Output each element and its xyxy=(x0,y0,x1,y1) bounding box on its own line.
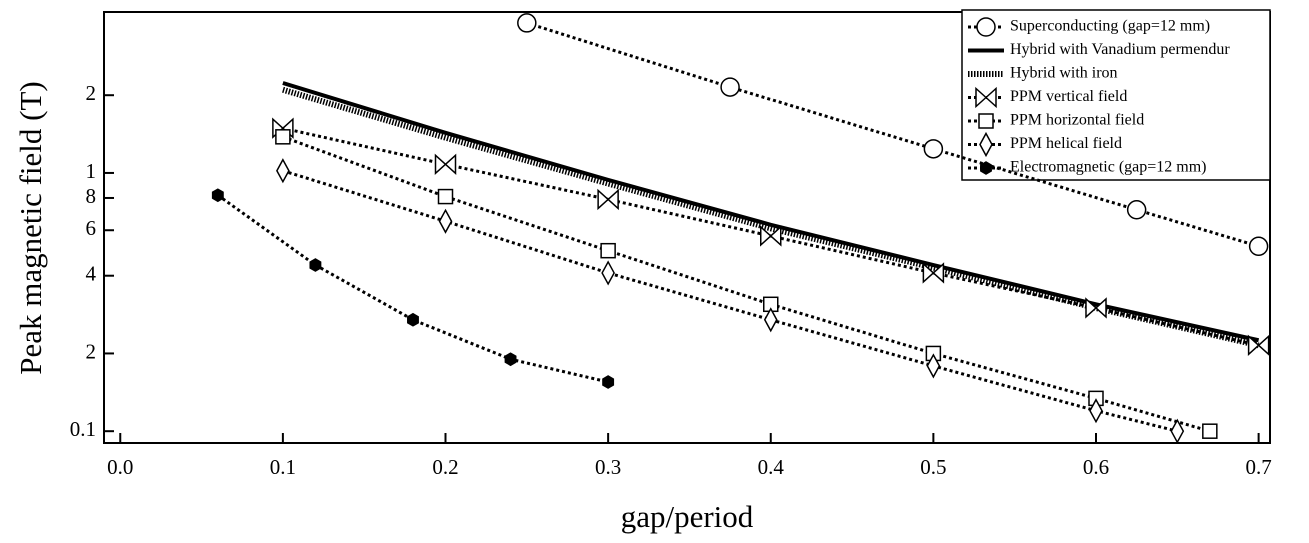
legend-label: Hybrid with Vanadium permendur xyxy=(1010,41,1230,58)
y-tick-label: 2 xyxy=(86,81,97,105)
marker xyxy=(517,13,537,33)
marker xyxy=(597,188,619,211)
marker xyxy=(504,352,517,367)
series xyxy=(282,86,1260,349)
marker xyxy=(601,260,615,286)
marker xyxy=(434,153,457,175)
marker xyxy=(1085,297,1107,319)
series-line xyxy=(282,169,1178,433)
legend-label: Electromagnetic (gap=12 mm) xyxy=(1010,159,1207,176)
series-line xyxy=(526,21,1260,248)
y-axis-label: Peak magnetic field (T) xyxy=(13,81,48,375)
legend-box xyxy=(961,9,1271,181)
series xyxy=(282,81,1260,343)
series-line xyxy=(282,81,1260,343)
marker xyxy=(926,353,941,379)
marker xyxy=(763,307,778,333)
x-tick-label: 0.2 xyxy=(432,455,458,479)
legend-marker xyxy=(980,161,992,175)
legend-label: Superconducting (gap=12 mm) xyxy=(1010,18,1210,35)
legend-marker xyxy=(975,86,997,109)
y-tick-label: 4 xyxy=(86,262,97,286)
marker xyxy=(437,188,454,205)
legend-label: PPM vertical field xyxy=(1010,88,1127,105)
plot-frame xyxy=(103,11,1271,444)
x-tick-label: 0.3 xyxy=(595,455,621,479)
marker xyxy=(275,129,291,145)
series-line xyxy=(216,193,609,384)
marker xyxy=(922,262,945,284)
marker xyxy=(407,312,419,327)
legend-marker xyxy=(979,131,993,158)
legend-label: PPM helical field xyxy=(1010,135,1122,152)
marker xyxy=(276,158,290,184)
marker xyxy=(602,375,615,389)
y-tick-label: 1 xyxy=(86,159,97,183)
series xyxy=(517,13,1269,257)
y-tick-label: 2 xyxy=(86,339,97,363)
x-tick-label: 0.6 xyxy=(1083,455,1109,479)
marker xyxy=(211,188,224,203)
marker xyxy=(1089,398,1103,424)
series-line xyxy=(282,135,1211,433)
marker xyxy=(600,242,616,259)
marker xyxy=(923,139,944,159)
marker xyxy=(1126,200,1147,220)
series xyxy=(211,188,615,389)
marker xyxy=(1247,334,1270,357)
marker xyxy=(1170,418,1185,444)
y-tick-label: 8 xyxy=(86,184,97,208)
x-tick-label: 0.5 xyxy=(920,455,946,479)
x-tick-label: 0.4 xyxy=(758,455,785,479)
legend-marker xyxy=(976,17,996,37)
marker xyxy=(1202,423,1218,439)
marker xyxy=(438,208,453,234)
series xyxy=(276,158,1185,444)
x-tick-label: 0.1 xyxy=(270,455,296,479)
series xyxy=(272,117,1270,357)
x-tick-label: 0.7 xyxy=(1245,455,1271,479)
legend-label: Hybrid with iron xyxy=(1010,65,1118,82)
legend-marker xyxy=(978,113,994,129)
series-line xyxy=(282,86,1260,349)
marker xyxy=(309,258,322,272)
marker xyxy=(720,77,740,97)
marker xyxy=(760,225,782,247)
marker xyxy=(1248,236,1269,257)
x-axis-label: gap/period xyxy=(621,499,754,534)
legend-label: PPM horizontal field xyxy=(1010,112,1144,129)
y-tick-label: 6 xyxy=(86,216,97,240)
x-tick-label: 0.0 xyxy=(107,455,133,479)
y-tick-label: 0.1 xyxy=(70,417,96,441)
